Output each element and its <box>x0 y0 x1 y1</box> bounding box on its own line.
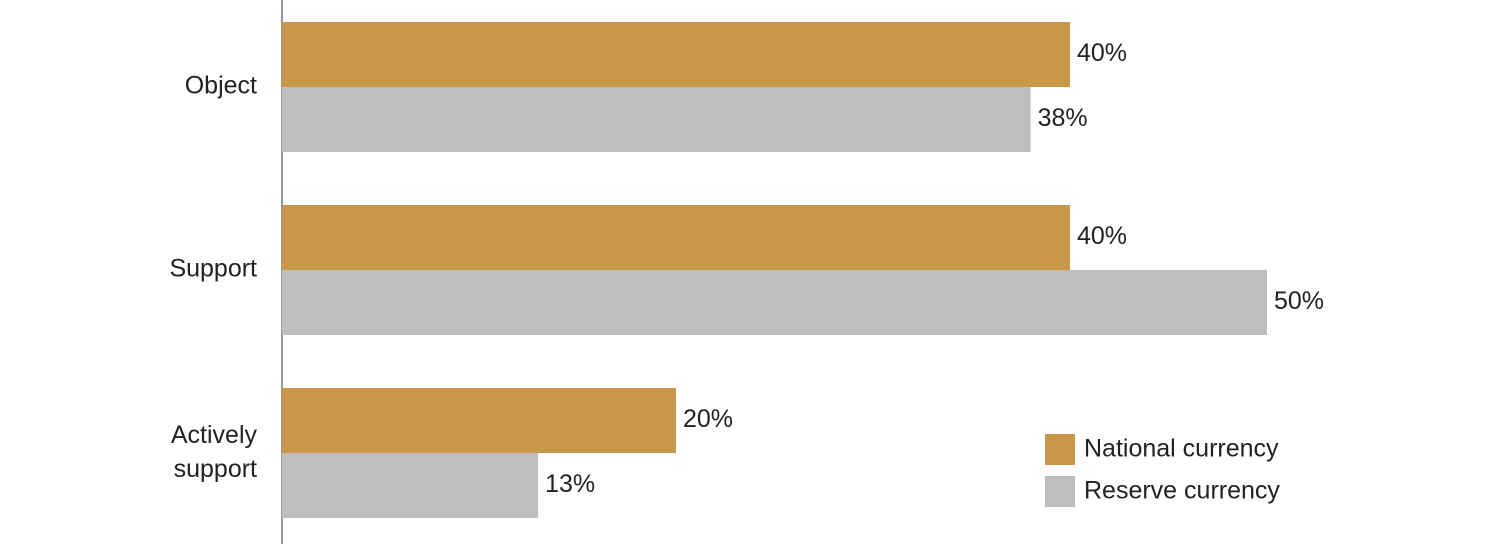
bar <box>282 453 539 518</box>
value-label: 13% <box>545 470 595 498</box>
bar <box>282 270 1267 335</box>
y-tick-label-line: Actively <box>171 421 258 449</box>
y-tick-label: Actively support <box>171 421 258 483</box>
bar <box>282 388 676 453</box>
legend-label: Reserve currency <box>1084 477 1280 505</box>
bar <box>282 205 1070 270</box>
bar <box>282 87 1031 152</box>
value-label: 40% <box>1077 39 1127 67</box>
legend-swatch <box>1045 476 1075 507</box>
y-tick-label: Support <box>169 255 257 283</box>
y-tick-label: Object <box>185 72 257 100</box>
legend-label: National currency <box>1084 435 1279 463</box>
value-label: 50% <box>1274 287 1324 315</box>
value-label: 38% <box>1038 104 1088 132</box>
bar <box>282 22 1070 87</box>
value-label: 20% <box>683 405 733 433</box>
legend-swatch <box>1045 434 1075 465</box>
value-label: 40% <box>1077 222 1127 250</box>
y-tick-label-line: support <box>174 455 257 483</box>
